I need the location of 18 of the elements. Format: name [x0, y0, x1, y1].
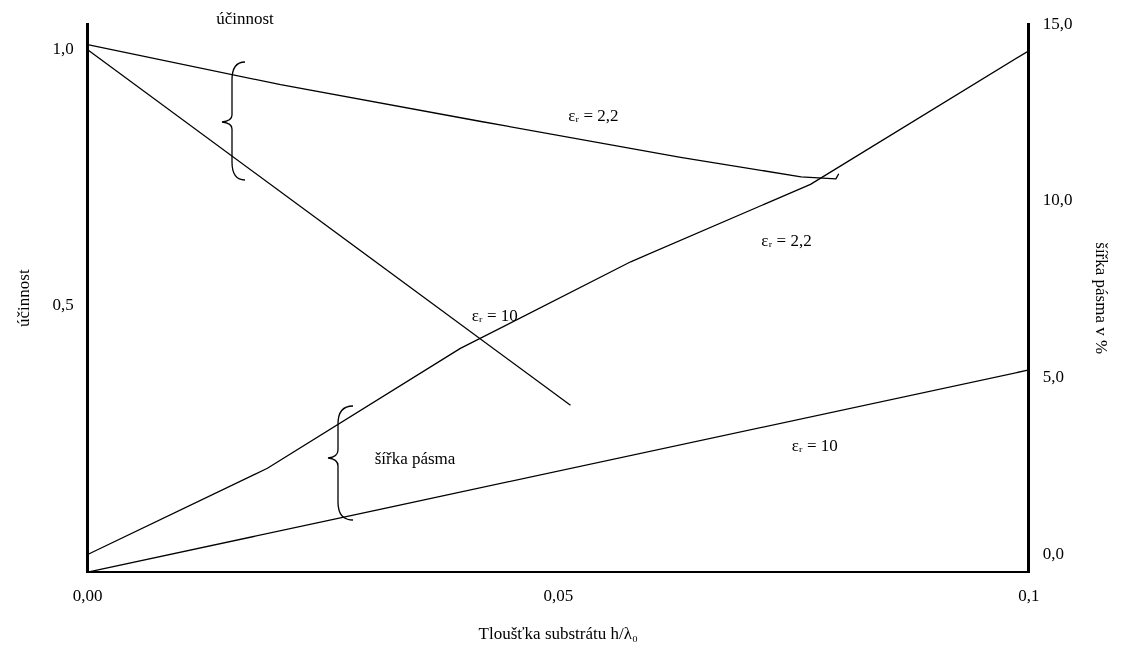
- series-label: εᵣ = 10: [471, 305, 518, 325]
- annotation: účinnost: [216, 9, 275, 29]
- x-tick-label: 0,00: [72, 585, 103, 605]
- x-tick-label: 0,05: [543, 585, 574, 605]
- annotation: šířka pásma: [374, 449, 456, 469]
- y2-tick-label: 15,0: [1042, 13, 1073, 33]
- y2-axis-title: šířka pásma v %: [1092, 242, 1112, 355]
- y2-tick-label: 5,0: [1042, 367, 1065, 387]
- x-axis-title: Tloušťka substrátu h/λ₀: [478, 624, 638, 644]
- y-tick-label: 1,0: [52, 39, 74, 59]
- series-label: εᵣ = 2,2: [761, 231, 812, 251]
- series-label: εᵣ = 2,2: [568, 105, 619, 125]
- y2-tick-label: 10,0: [1042, 190, 1073, 210]
- x-tick-label: 0,1: [1018, 585, 1040, 605]
- y-tick-label: 0,5: [52, 295, 74, 315]
- y2-tick-label: 0,0: [1042, 543, 1065, 563]
- series-label: εᵣ = 10: [791, 436, 838, 456]
- y-axis-title: účinnost: [13, 269, 33, 327]
